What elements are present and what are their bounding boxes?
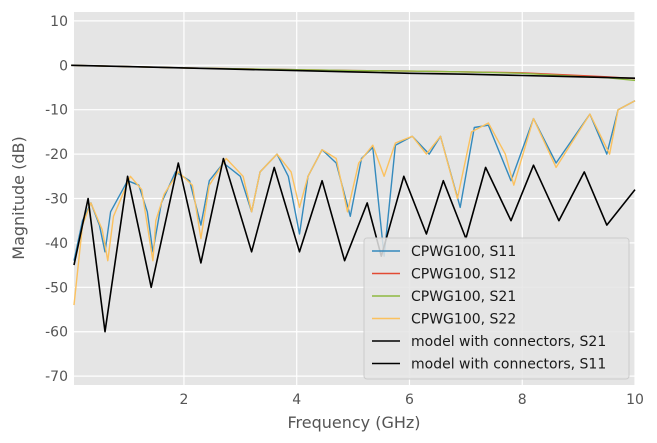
y-tick-label: -50 xyxy=(45,280,68,296)
legend-entry: CPWG100, S12 xyxy=(411,267,516,283)
legend-box xyxy=(363,237,630,380)
x-tick-label: 8 xyxy=(518,392,527,408)
series-layer xyxy=(71,64,636,333)
series-line-4 xyxy=(71,64,636,79)
y-tick-label: 10 xyxy=(50,14,68,30)
y-tick-label: -40 xyxy=(45,236,68,252)
y-tick-label: -10 xyxy=(45,103,68,119)
x-tick-label: 2 xyxy=(179,392,188,408)
legend-entry: CPWG100, S22 xyxy=(411,312,516,328)
legend-entry: model with connectors, S21 xyxy=(411,334,606,350)
legend-entry: CPWG100, S11 xyxy=(411,244,516,260)
x-tick-label: 10 xyxy=(626,392,644,408)
series-line-5 xyxy=(73,157,636,333)
y-tick-label: -20 xyxy=(45,147,68,163)
legend-entry: model with connectors, S11 xyxy=(411,357,606,373)
y-tick-label: -30 xyxy=(45,192,68,208)
x-tick-label: 6 xyxy=(405,392,414,408)
x-tick-label: 4 xyxy=(292,392,301,408)
y-tick-label: 0 xyxy=(59,58,68,74)
legend: CPWG100, S11 CPWG100, S12 CPWG100, S21 CPWG… xyxy=(363,237,630,380)
y-axis-label: Magnitude (dB) xyxy=(9,136,28,259)
ticks: 2 4 6 8 10 10 0 -10 -20 -30 -40 -50 -60 -70 xyxy=(45,14,644,408)
series-line-3 xyxy=(73,100,636,306)
y-tick-label: -60 xyxy=(45,325,68,341)
x-axis-label: Frequency (GHz) xyxy=(287,413,420,432)
y-tick-label: -70 xyxy=(45,369,68,385)
legend-entry: CPWG100, S21 xyxy=(411,289,516,305)
